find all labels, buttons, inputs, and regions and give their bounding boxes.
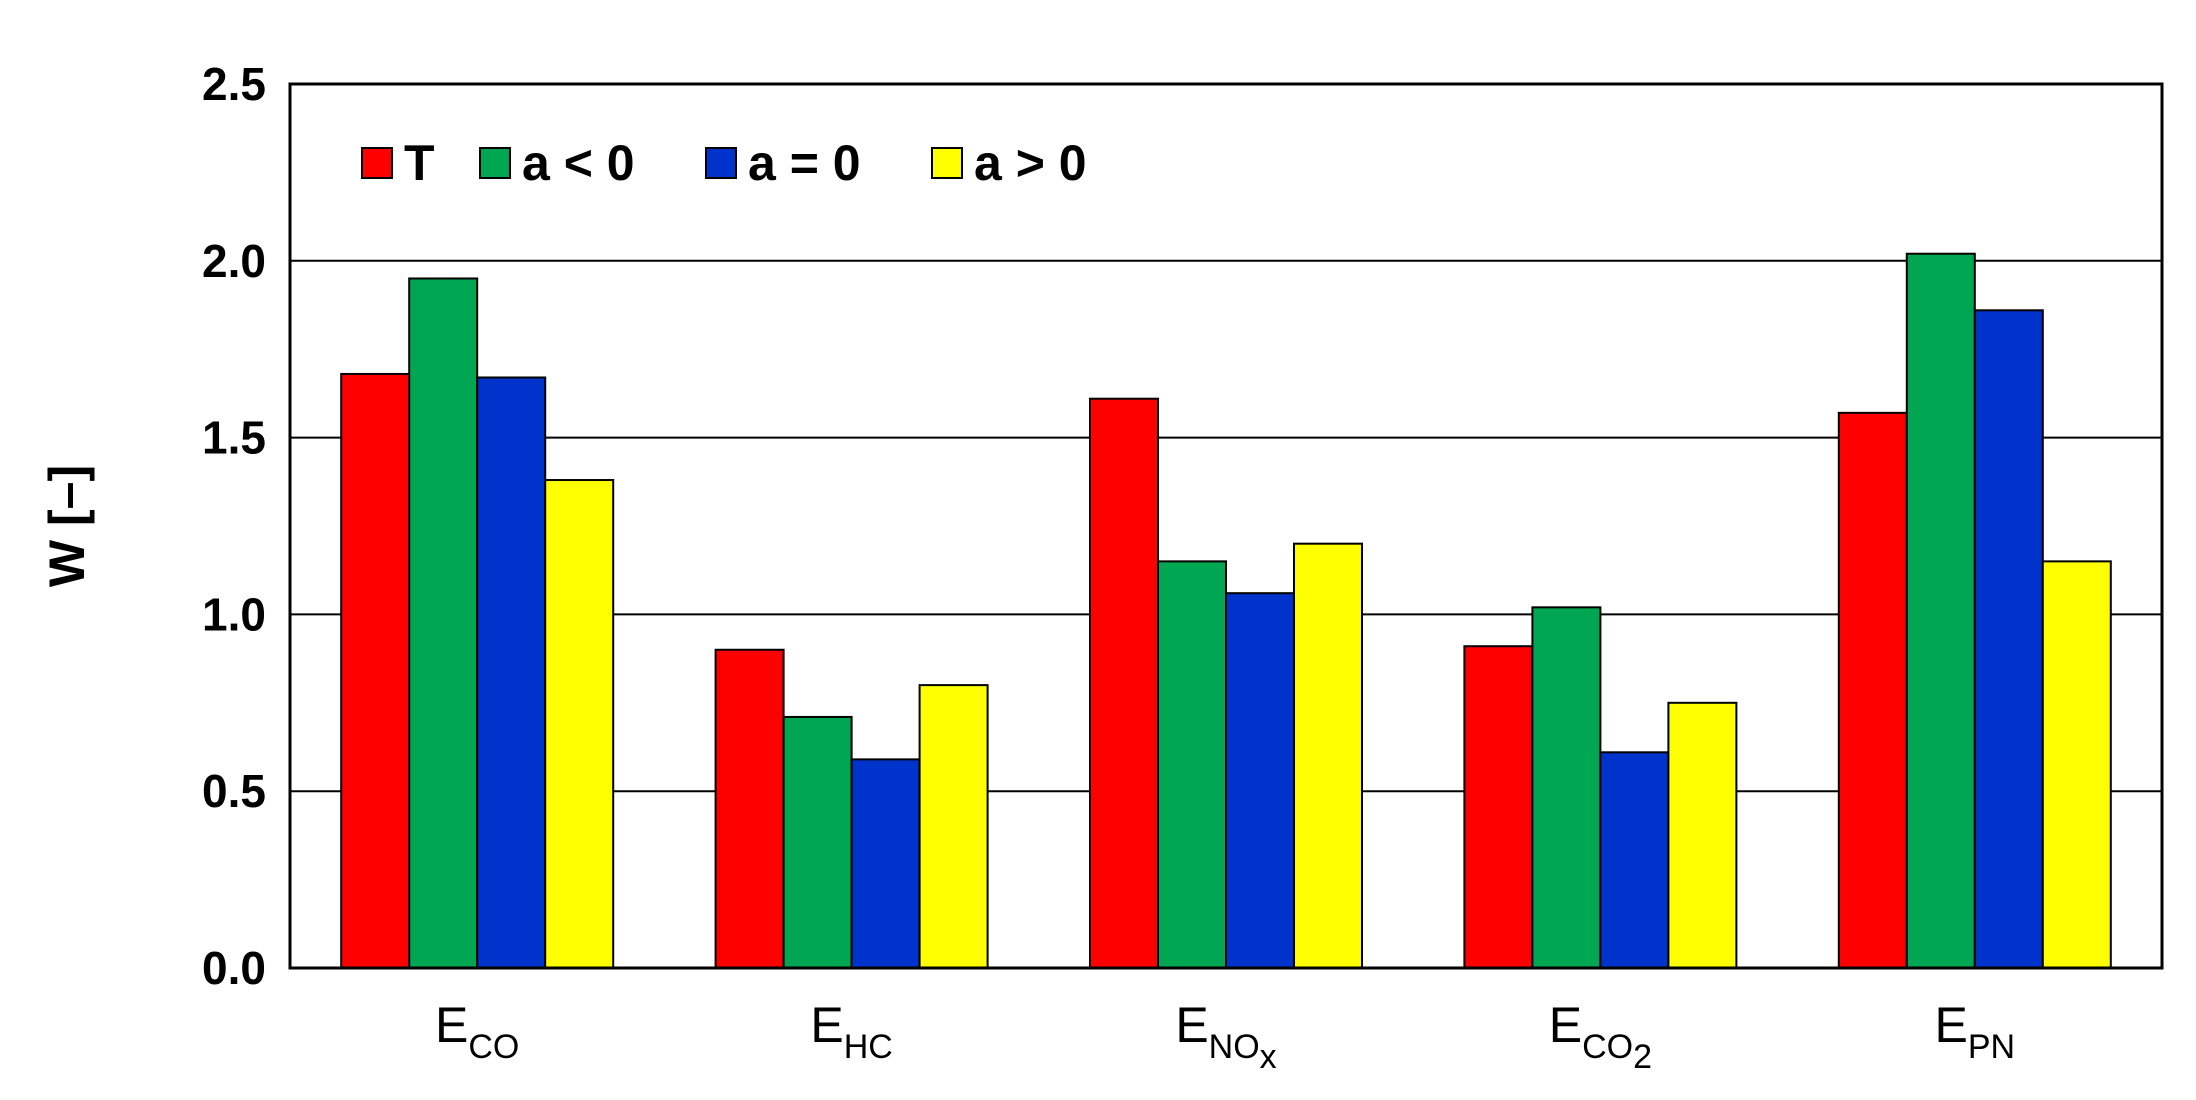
bar: [1089, 397, 1159, 970]
bar: [714, 648, 785, 969]
legend-swatch: [479, 147, 511, 179]
category-main: E: [1549, 997, 1582, 1053]
y-tick-label: 1.0: [202, 588, 266, 640]
legend-label: a > 0: [974, 135, 1087, 191]
y-tick-label: 0.5: [202, 765, 266, 817]
bar: [1837, 411, 1908, 969]
bar: [1157, 560, 1227, 969]
bar: [1905, 252, 1976, 969]
category-main: E: [435, 997, 468, 1053]
y-tick-label: 1.5: [202, 412, 266, 464]
bar: [1293, 542, 1363, 969]
bar: [1463, 645, 1534, 969]
legend-swatch: [931, 147, 963, 179]
bar: [340, 372, 411, 969]
bar: [850, 758, 921, 969]
x-category-label: EHC: [810, 997, 892, 1066]
y-axis-title: W [–]: [39, 465, 95, 587]
legend-swatch: [705, 147, 737, 179]
bar: [1225, 592, 1295, 970]
bar: [782, 715, 853, 969]
category-subsubscript: x: [1260, 1038, 1277, 1076]
x-category-label: ECO2: [1549, 997, 1652, 1076]
plot-frame: [288, 82, 2164, 970]
y-tick-labels: 0.0 0.5 1.0 1.5 2.0 2.5: [202, 58, 266, 994]
category-subsubscript: 2: [1633, 1038, 1652, 1076]
bar: [1667, 701, 1738, 969]
x-category-label: ENOx: [1175, 997, 1276, 1076]
category-main: E: [810, 997, 843, 1053]
legend-label: a = 0: [748, 135, 861, 191]
bar: [544, 479, 615, 969]
bar: [1599, 751, 1670, 970]
y-tick-label: 2.5: [202, 58, 266, 110]
legend-label: T: [404, 135, 435, 191]
category-main: E: [1175, 997, 1208, 1053]
bar: [476, 376, 547, 970]
category-subscript: CO: [468, 1028, 519, 1066]
category-subscript: CO: [1582, 1028, 1633, 1066]
y-tick-label: 2.0: [202, 235, 266, 287]
category-subscript: PN: [1968, 1028, 2015, 1066]
category-main: E: [1935, 997, 1968, 1053]
x-category-label: EPN: [1935, 997, 2016, 1066]
bar: [1531, 606, 1602, 969]
x-category-label: ECO: [435, 997, 519, 1066]
bar: [918, 684, 989, 969]
category-subscript: HC: [844, 1028, 893, 1066]
category-subscript: NO: [1209, 1028, 1260, 1066]
bar: [408, 277, 479, 970]
bars: [340, 252, 2112, 970]
legend-swatch: [361, 147, 393, 179]
y-tick-label: 0.0: [202, 942, 266, 994]
bar: [2041, 560, 2112, 969]
bar: [1973, 309, 2044, 969]
legend-label: a < 0: [522, 135, 635, 191]
